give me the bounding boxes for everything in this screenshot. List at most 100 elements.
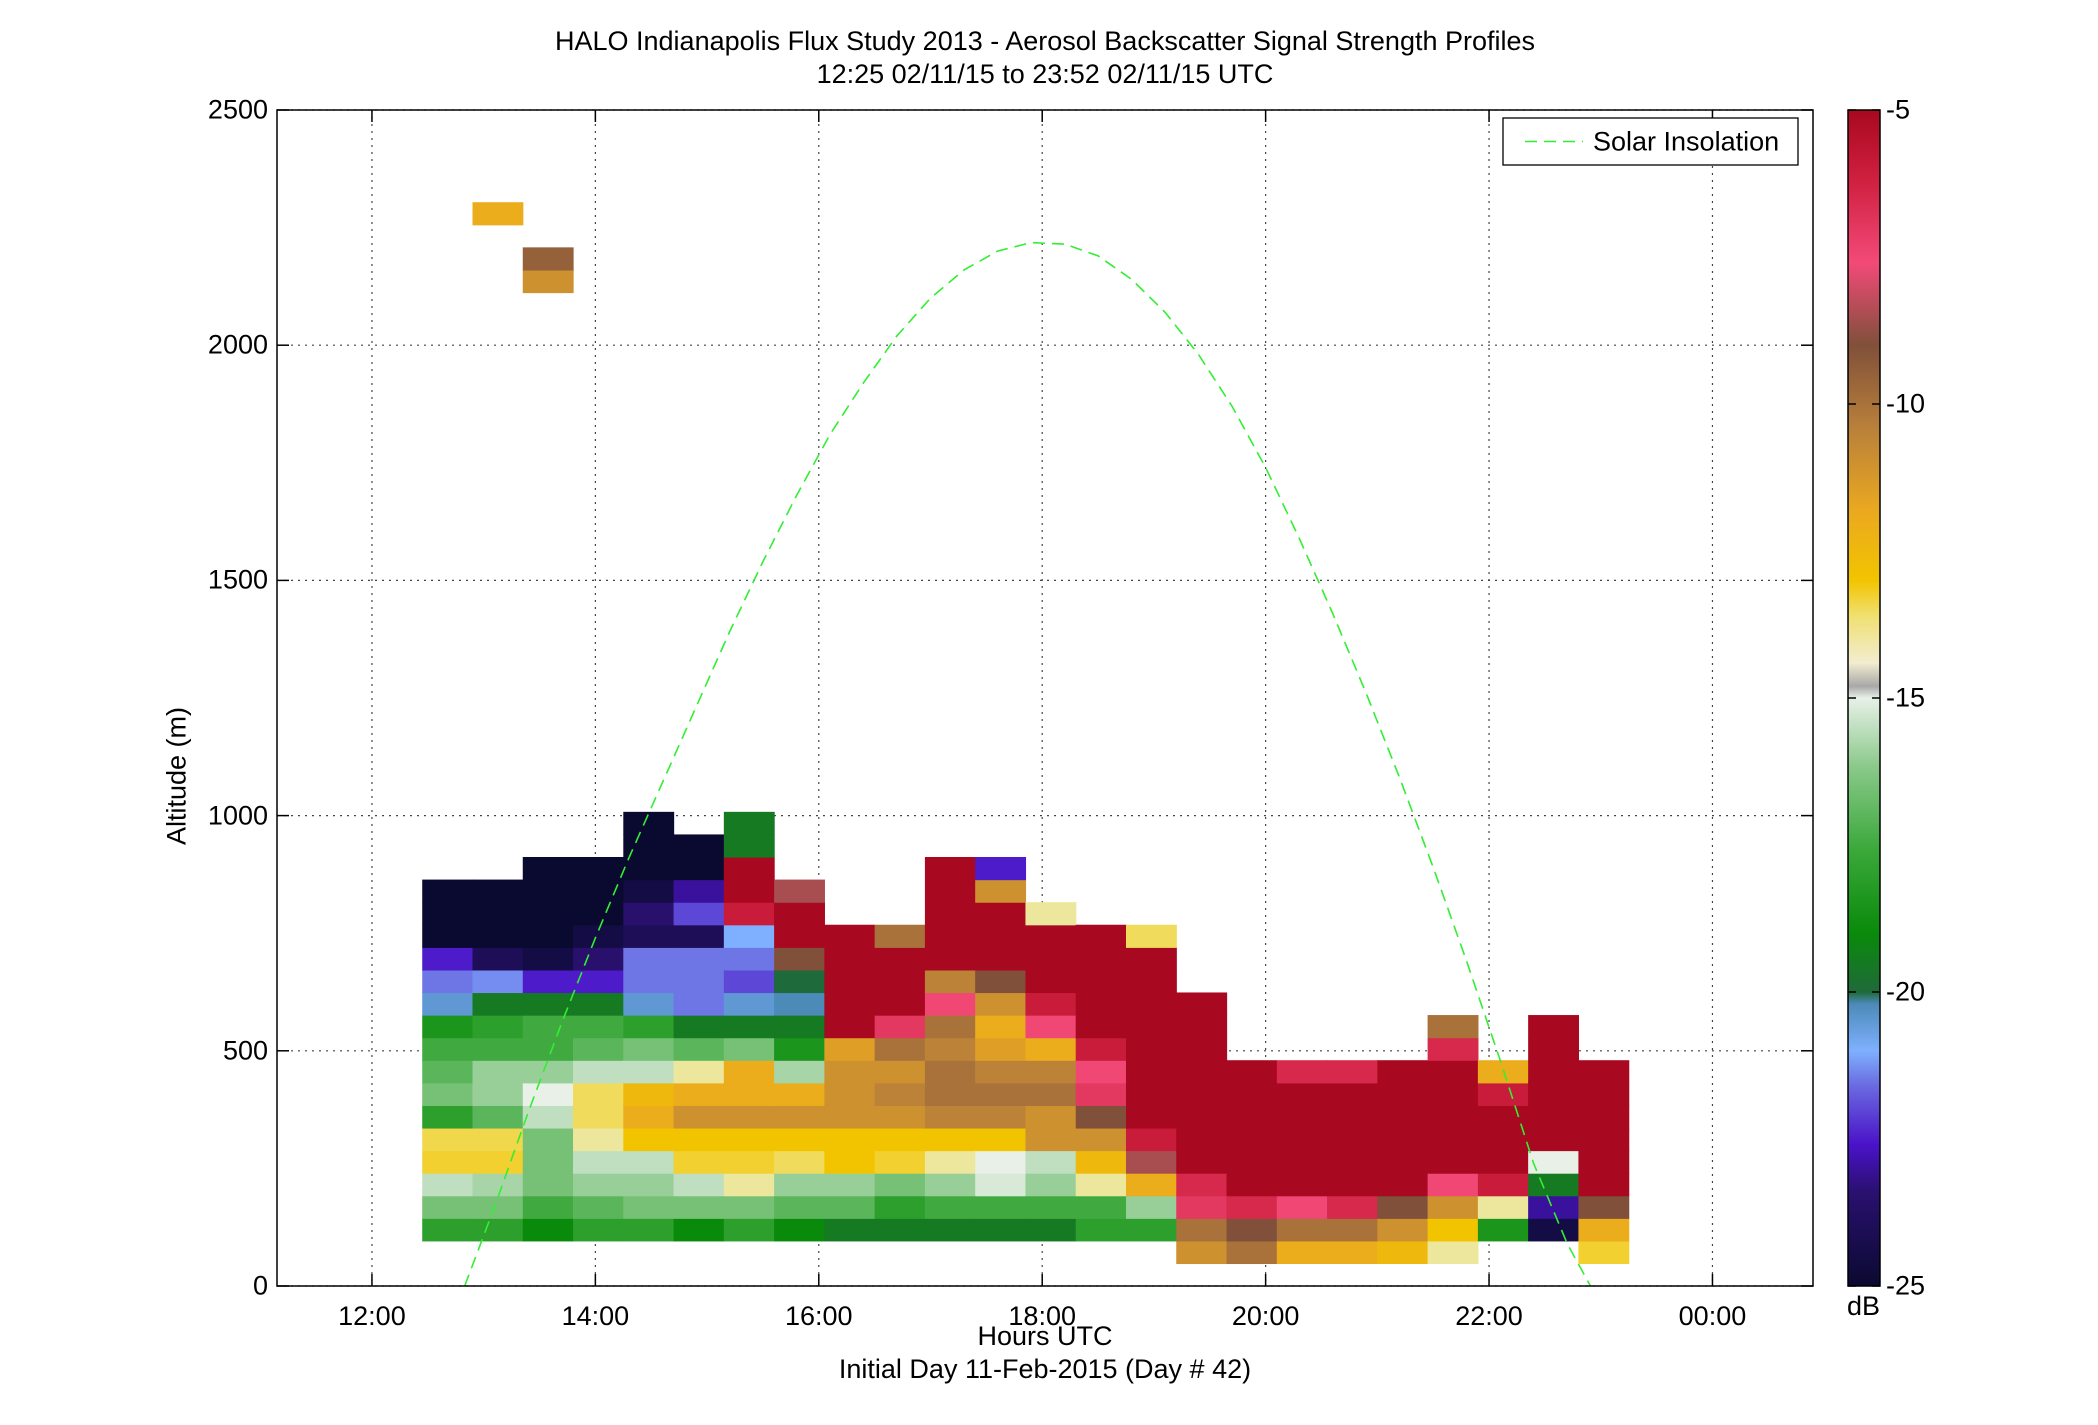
heatmap-cell — [975, 1105, 1027, 1129]
heatmap-cell — [1125, 1015, 1177, 1039]
heatmap-cell — [975, 992, 1027, 1016]
heatmap-cell — [573, 947, 624, 971]
heatmap-cell — [723, 1060, 775, 1084]
heatmap-cell — [1528, 1195, 1580, 1219]
heatmap-cell — [1176, 1195, 1228, 1219]
heatmap-cell — [975, 969, 1027, 994]
heatmap-cell — [1477, 1195, 1529, 1219]
heatmap-cell — [824, 1082, 876, 1106]
heatmap-cell — [1528, 1127, 1580, 1152]
heatmap-cell — [1276, 1150, 1328, 1174]
heatmap-cell — [824, 992, 876, 1016]
heatmap-cell — [422, 947, 474, 971]
heatmap-cell — [673, 1218, 725, 1242]
heatmap-cell — [1125, 1218, 1177, 1242]
heatmap-cell — [774, 902, 825, 926]
heatmap-cell — [1528, 1037, 1580, 1061]
heatmap-cell — [623, 1082, 675, 1106]
heatmap-cell — [522, 947, 574, 971]
heatmap-cell — [623, 1105, 675, 1129]
heatmap-cell — [472, 902, 524, 926]
heatmap-cell — [573, 1127, 624, 1152]
heatmap-cell — [874, 947, 926, 971]
heatmap-cell — [673, 924, 725, 948]
heatmap-cell — [874, 1173, 926, 1197]
heatmap-cell — [422, 924, 474, 948]
heatmap-cell — [1377, 1127, 1429, 1152]
heatmap-cell — [774, 1082, 825, 1106]
heatmap-cell — [1176, 1015, 1228, 1039]
heatmap-cell — [573, 1173, 624, 1197]
heatmap-cell — [422, 969, 474, 994]
heatmap-cell — [472, 1173, 524, 1197]
y-axis-label: Altitude (m) — [161, 706, 192, 846]
heatmap-cell — [1176, 1082, 1228, 1106]
heatmap-cell — [723, 947, 775, 971]
heatmap-cell — [573, 1037, 624, 1061]
heatmap-cell — [673, 992, 725, 1016]
heatmap-cell — [673, 834, 725, 858]
x-tick-label: 22:00 — [1455, 1301, 1523, 1331]
heatmap-cell — [1176, 1150, 1228, 1174]
heatmap-cell — [824, 969, 876, 994]
heatmap-cell — [472, 1218, 524, 1242]
heatmap-cell — [774, 947, 825, 971]
heatmap-cell — [924, 1195, 976, 1219]
heatmap-cell — [673, 1173, 725, 1197]
heatmap-cell — [874, 969, 926, 994]
heatmap-cell — [723, 1127, 775, 1152]
heatmap-cell — [472, 1037, 524, 1061]
heatmap-cell — [1427, 1150, 1479, 1174]
heatmap-cell — [1176, 992, 1228, 1016]
heatmap-cell — [1025, 1195, 1077, 1219]
plot-frame — [276, 109, 1814, 1287]
heatmap-cell — [824, 1173, 876, 1197]
heatmap-cell — [573, 1082, 624, 1106]
heatmap-cell — [1377, 1195, 1429, 1219]
y-tick-label: 2500 — [207, 94, 268, 125]
heatmap-cell — [573, 856, 624, 881]
heatmap-cell — [623, 811, 675, 836]
heatmap-cell — [673, 902, 725, 926]
heatmap-cell — [824, 1195, 876, 1219]
y-tick-label: 0 — [252, 1270, 268, 1301]
heatmap-cell — [1327, 1150, 1378, 1174]
x-tick-label: 14:00 — [561, 1301, 630, 1331]
heatmap-cell — [472, 1082, 524, 1106]
heatmap-cell — [1125, 1173, 1177, 1197]
heatmap-cell — [522, 1173, 574, 1197]
heatmap-cell — [422, 1037, 474, 1061]
heatmap-cell — [1327, 1127, 1378, 1152]
heatmap-cell — [1377, 1105, 1429, 1129]
y-tick-label: 500 — [222, 1035, 268, 1066]
heatmap-cell — [422, 1218, 474, 1242]
y-tick-label: 1500 — [207, 564, 268, 595]
heatmap-cell — [522, 902, 574, 926]
heatmap-cell — [522, 1195, 574, 1219]
heatmap-cell — [1427, 1218, 1479, 1242]
heatmap-cell — [1477, 1150, 1529, 1174]
heatmap-cell — [723, 1082, 775, 1106]
heatmap-cell — [1226, 1127, 1278, 1152]
heatmap-cell — [1226, 1218, 1278, 1242]
heatmap-cell — [573, 1105, 624, 1129]
heatmap-cell — [975, 1150, 1027, 1174]
heatmap-cell — [623, 1127, 675, 1152]
heatmap-cell — [774, 1105, 825, 1129]
heatmap-cell — [924, 992, 976, 1016]
heatmap-cell — [1075, 1060, 1127, 1084]
heatmap-cell — [1125, 1060, 1177, 1084]
heatmap-cell — [1427, 1015, 1479, 1039]
heatmap-cell — [874, 924, 926, 948]
heatmap-cell — [623, 1060, 675, 1084]
heatmap-cell — [422, 1082, 474, 1106]
heatmap-cell — [1276, 1173, 1328, 1197]
heatmap-cell — [1226, 1105, 1278, 1129]
heatmap-cell — [1528, 1060, 1580, 1084]
heatmap-cell — [874, 1015, 926, 1039]
x-axis-label: Hours UTC — [977, 1321, 1113, 1351]
heatmap-cell — [824, 1105, 876, 1129]
heatmap-cell — [1025, 1015, 1077, 1039]
heatmap-cell — [1276, 1218, 1328, 1242]
heatmap-cell — [1025, 947, 1077, 971]
